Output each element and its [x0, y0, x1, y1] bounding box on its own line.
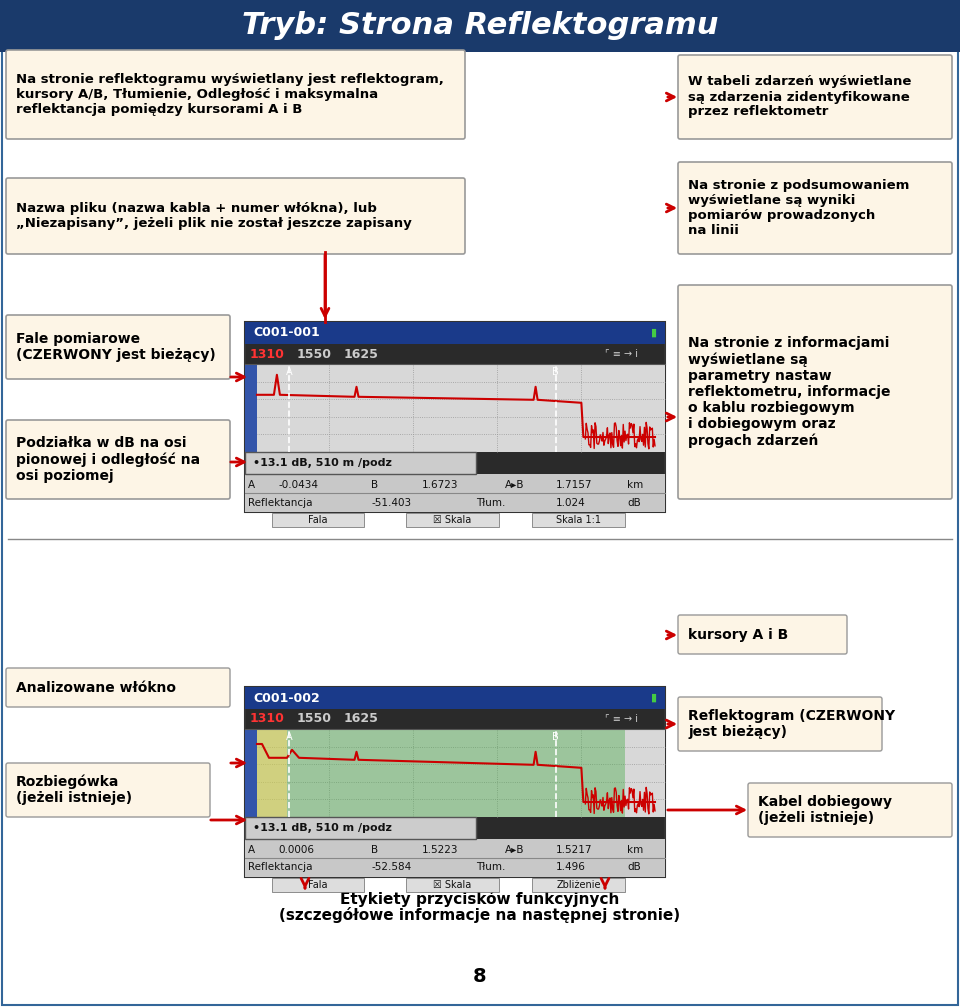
Text: B: B: [552, 367, 559, 377]
Text: (szczegółowe informacje na następnej stronie): (szczegółowe informacje na następnej str…: [279, 907, 681, 923]
Text: -0.0434: -0.0434: [278, 480, 319, 490]
FancyBboxPatch shape: [406, 878, 499, 892]
FancyBboxPatch shape: [678, 615, 847, 654]
Text: Na stronie reflektogramu wyświetlany jest reflektogram,
kursory A/B, Tłumienie, : Na stronie reflektogramu wyświetlany jes…: [16, 73, 444, 116]
Text: Na stronie z informacjami
wyświetlane są
parametry nastaw
reflektometru, informa: Na stronie z informacjami wyświetlane są…: [688, 335, 891, 448]
Text: ⌜ ≡ → i: ⌜ ≡ → i: [605, 714, 638, 724]
FancyBboxPatch shape: [533, 878, 625, 892]
FancyBboxPatch shape: [678, 162, 952, 254]
Text: A: A: [285, 367, 292, 377]
Text: 1625: 1625: [344, 713, 379, 725]
Text: B: B: [371, 480, 378, 490]
FancyBboxPatch shape: [245, 687, 665, 709]
Text: 1.5217: 1.5217: [556, 846, 592, 855]
Text: 1.7157: 1.7157: [556, 480, 592, 490]
Text: ⌜ ≡ → i: ⌜ ≡ → i: [605, 349, 638, 359]
Text: 1.6723: 1.6723: [421, 480, 458, 490]
Text: •13.1 dB, 510 m /podz: •13.1 dB, 510 m /podz: [253, 823, 392, 833]
FancyBboxPatch shape: [245, 364, 665, 452]
Text: Skala 1:1: Skala 1:1: [556, 515, 601, 525]
FancyBboxPatch shape: [272, 513, 365, 527]
FancyBboxPatch shape: [245, 729, 257, 817]
FancyBboxPatch shape: [245, 474, 665, 512]
Text: B: B: [371, 846, 378, 855]
Text: A▸B: A▸B: [505, 846, 525, 855]
FancyBboxPatch shape: [245, 729, 665, 817]
Text: 1550: 1550: [297, 713, 332, 725]
Text: A: A: [285, 732, 292, 742]
Text: dB: dB: [627, 497, 641, 508]
Text: Tryb: Strona Reflektogramu: Tryb: Strona Reflektogramu: [242, 11, 718, 40]
Text: •13.1 dB, 510 m /podz: •13.1 dB, 510 m /podz: [253, 458, 392, 468]
Text: Rozbiegówka
(jeżeli istnieje): Rozbiegówka (jeżeli istnieje): [16, 774, 132, 806]
FancyBboxPatch shape: [678, 55, 952, 139]
FancyBboxPatch shape: [245, 817, 476, 839]
Text: 1550: 1550: [297, 347, 332, 361]
Text: Reflektogram (CZERWONY
jest bieżący): Reflektogram (CZERWONY jest bieżący): [688, 709, 895, 739]
FancyBboxPatch shape: [748, 783, 952, 837]
FancyBboxPatch shape: [245, 322, 665, 512]
Text: dB: dB: [627, 863, 641, 872]
Text: ▮: ▮: [651, 693, 657, 703]
Text: Reflektancja: Reflektancja: [248, 863, 313, 872]
Text: 1.024: 1.024: [556, 497, 586, 508]
FancyBboxPatch shape: [6, 315, 230, 379]
Text: A: A: [248, 846, 255, 855]
FancyBboxPatch shape: [257, 729, 287, 817]
Text: 1310: 1310: [250, 347, 285, 361]
Text: Tłum.: Tłum.: [476, 497, 505, 508]
Text: 1625: 1625: [344, 347, 379, 361]
FancyBboxPatch shape: [6, 50, 465, 139]
FancyBboxPatch shape: [533, 513, 625, 527]
Text: Analizowane włókno: Analizowane włókno: [16, 681, 176, 695]
Text: ▮: ▮: [651, 328, 657, 338]
FancyBboxPatch shape: [245, 364, 257, 452]
Text: 0.0006: 0.0006: [278, 846, 315, 855]
Text: W tabeli zdarzeń wyświetlane
są zdarzenia zidentyfikowane
przez reflektometr: W tabeli zdarzeń wyświetlane są zdarzeni…: [688, 76, 911, 119]
Text: Fala: Fala: [308, 880, 328, 890]
Text: 1.496: 1.496: [556, 863, 586, 872]
FancyBboxPatch shape: [6, 763, 210, 817]
FancyBboxPatch shape: [245, 452, 476, 474]
Text: Reflektancja: Reflektancja: [248, 497, 313, 508]
Text: 8: 8: [473, 968, 487, 987]
FancyBboxPatch shape: [245, 839, 665, 877]
Text: km: km: [627, 846, 643, 855]
FancyBboxPatch shape: [287, 729, 625, 817]
Text: A: A: [248, 480, 255, 490]
Text: Tłum.: Tłum.: [476, 863, 505, 872]
Text: ☒ Skala: ☒ Skala: [434, 515, 471, 525]
FancyBboxPatch shape: [406, 513, 499, 527]
Text: A▸B: A▸B: [505, 480, 525, 490]
Text: Nazwa pliku (nazwa kabla + numer włókna), lub
„Niezapisany”, jeżeli plik nie zos: Nazwa pliku (nazwa kabla + numer włókna)…: [16, 202, 412, 230]
Text: Zbliżenie: Zbliżenie: [557, 880, 601, 890]
Text: Fale pomiarowe
(CZERWONY jest bieżący): Fale pomiarowe (CZERWONY jest bieżący): [16, 332, 216, 363]
Text: Podziałka w dB na osi
pionowej i odległość na
osi poziomej: Podziałka w dB na osi pionowej i odległo…: [16, 436, 200, 483]
Text: C001-002: C001-002: [253, 692, 320, 705]
FancyBboxPatch shape: [6, 178, 465, 254]
FancyBboxPatch shape: [245, 687, 665, 877]
Text: kursory A i B: kursory A i B: [688, 627, 788, 641]
FancyBboxPatch shape: [6, 420, 230, 499]
Text: Fala: Fala: [308, 515, 328, 525]
Text: 1.5223: 1.5223: [421, 846, 458, 855]
Text: -52.584: -52.584: [371, 863, 411, 872]
Text: 1310: 1310: [250, 713, 285, 725]
FancyBboxPatch shape: [245, 322, 665, 344]
Text: -51.403: -51.403: [371, 497, 411, 508]
Text: Kabel dobiegowy
(jeżeli istnieje): Kabel dobiegowy (jeżeli istnieje): [758, 795, 892, 825]
Text: Na stronie z podsumowaniem
wyświetlane są wyniki
pomiarów prowadzonych
na linii: Na stronie z podsumowaniem wyświetlane s…: [688, 179, 909, 237]
Text: C001-001: C001-001: [253, 326, 320, 339]
FancyBboxPatch shape: [6, 668, 230, 707]
FancyBboxPatch shape: [272, 878, 365, 892]
Text: B: B: [552, 732, 559, 742]
Text: ☒ Skala: ☒ Skala: [434, 880, 471, 890]
Text: Etykiety przycisków funkcyjnych: Etykiety przycisków funkcyjnych: [340, 891, 620, 907]
FancyBboxPatch shape: [0, 0, 960, 52]
FancyBboxPatch shape: [678, 285, 952, 499]
FancyBboxPatch shape: [678, 697, 882, 751]
Text: km: km: [627, 480, 643, 490]
